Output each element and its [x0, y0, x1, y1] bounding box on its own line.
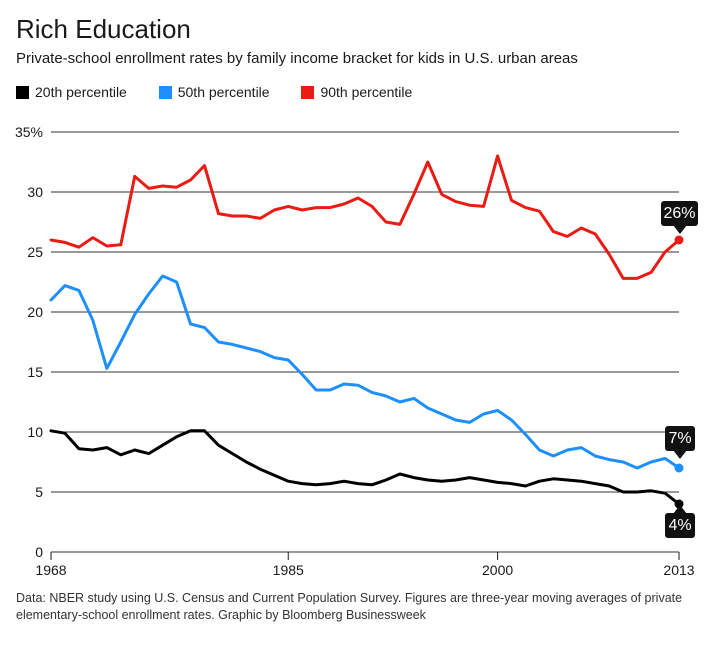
- svg-text:20: 20: [27, 304, 43, 320]
- svg-text:10: 10: [27, 424, 43, 440]
- svg-text:15: 15: [27, 364, 43, 380]
- svg-text:5: 5: [35, 484, 43, 500]
- svg-text:1985: 1985: [273, 562, 304, 578]
- svg-text:2013: 2013: [663, 562, 694, 578]
- svg-text:35%: 35%: [15, 124, 43, 140]
- svg-text:0: 0: [35, 544, 43, 560]
- svg-text:25: 25: [27, 244, 43, 260]
- svg-text:1968: 1968: [35, 562, 66, 578]
- svg-text:2000: 2000: [482, 562, 513, 578]
- svg-text:30: 30: [27, 184, 43, 200]
